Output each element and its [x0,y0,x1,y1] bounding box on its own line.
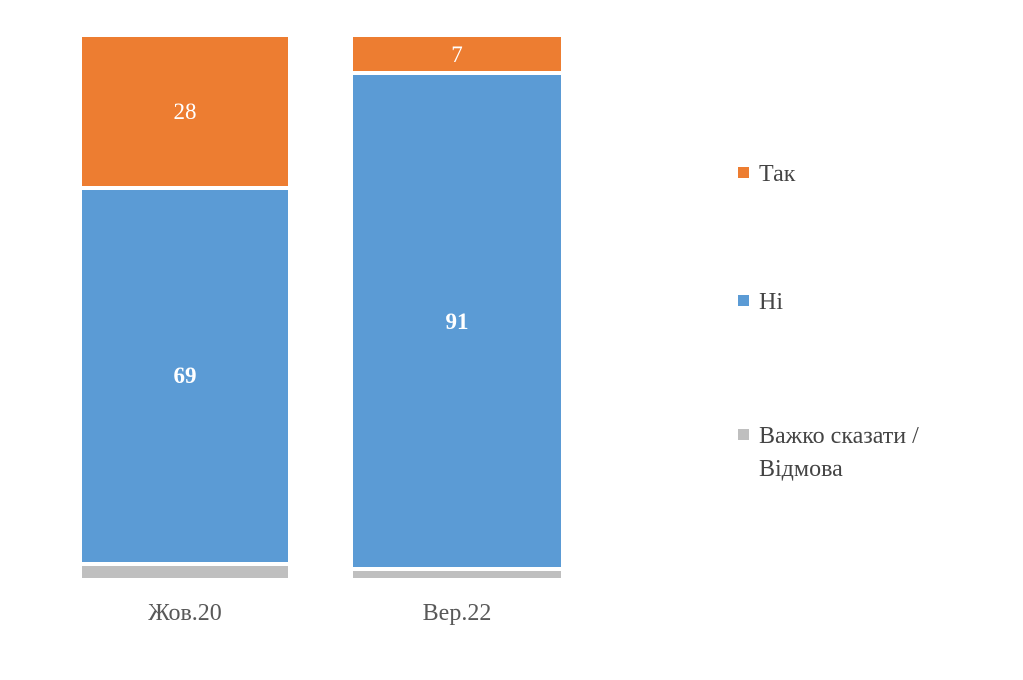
legend-item: Ні [738,286,783,319]
legend-label: Так [759,161,796,187]
bar-segment [351,569,563,580]
data-label: 69 [173,363,197,389]
bar-segment: 69 [80,187,290,564]
legend-swatch-icon [738,295,749,306]
bar-segment: 28 [80,35,290,188]
bar-column: 28 69 [80,35,290,580]
data-label: 7 [451,41,463,67]
legend-item: Важко сказати / Відмова [738,420,964,486]
legend-item: Так [738,158,795,191]
category-label: Вер.22 [422,600,492,626]
category-label: Жов.20 [148,600,222,626]
data-label: 91 [445,308,469,334]
legend-label: Важко сказати / Відмова [759,423,919,483]
bar-column: 7 91 [351,35,563,580]
legend-swatch-icon [738,167,749,178]
data-label: 28 [173,98,197,124]
legend-swatch-icon [738,429,749,440]
bar-segment: 91 [351,73,563,570]
bar-segment [80,563,290,580]
bar-segment: 7 [351,35,563,74]
legend-label: Ні [759,289,783,315]
